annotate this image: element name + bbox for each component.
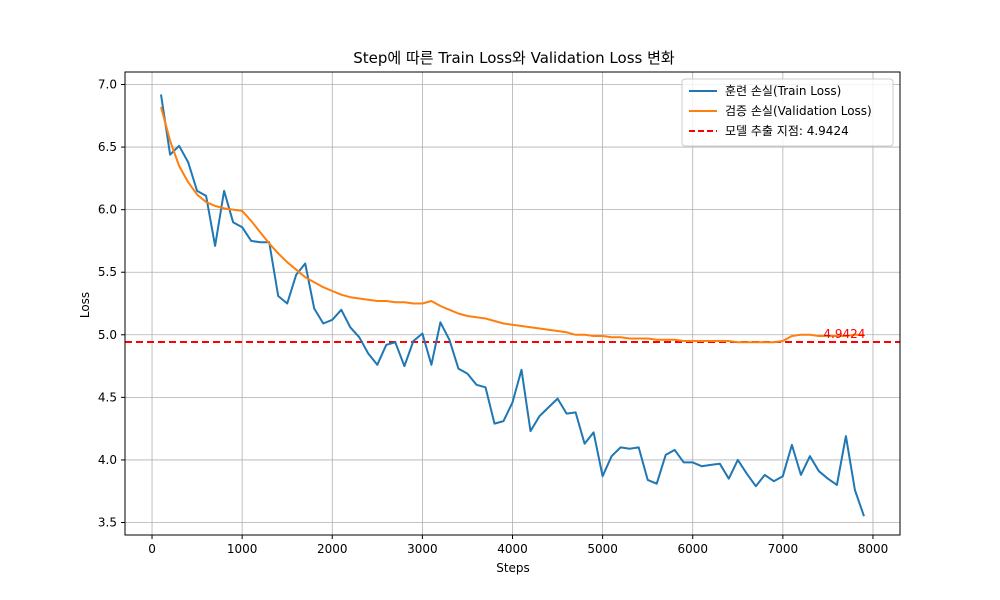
legend-hline-label: 모델 추출 지점: 4.9424 [725, 124, 849, 138]
legend-train-label: 훈련 손실(Train Loss) [725, 84, 841, 98]
x-tick-label: 1000 [227, 542, 258, 556]
series-layer: 4.9424 [125, 94, 900, 517]
y-tick-label: 7.0 [98, 78, 117, 92]
chart-title: Step에 따른 Train Loss와 Validation Loss 변화 [353, 49, 675, 67]
y-tick-label: 6.5 [98, 140, 117, 154]
y-tick-label: 4.0 [98, 453, 117, 467]
y-tick-label: 6.0 [98, 203, 117, 217]
x-tick-label: 5000 [587, 542, 618, 556]
legend: 훈련 손실(Train Loss) 검증 손실(Validation Loss)… [681, 78, 894, 147]
extraction-point-annotation: 4.9424 [823, 327, 865, 341]
x-tick-label: 0 [148, 542, 156, 556]
train-loss-line [160, 94, 865, 517]
validation-loss-line [160, 106, 864, 344]
y-tick-label: 4.5 [98, 390, 117, 404]
legend-val-label: 검증 손실(Validation Loss) [725, 104, 872, 118]
x-tick-label: 8000 [858, 542, 889, 556]
y-tick-label: 5.5 [98, 265, 117, 279]
legend-box [681, 78, 894, 147]
y-axis-title: Loss [78, 292, 92, 318]
x-tick-label: 3000 [407, 542, 438, 556]
x-tick-label: 4000 [497, 542, 528, 556]
x-tick-label: 2000 [317, 542, 348, 556]
x-tick-label: 7000 [768, 542, 799, 556]
y-tick-label: 5.0 [98, 328, 117, 342]
x-tick-label: 6000 [677, 542, 708, 556]
y-tick-label: 3.5 [98, 515, 117, 529]
ticks-layer: 0 1000 2000 3000 4000 5000 6000 7000 8000 3.5 4.0 4… [98, 78, 888, 556]
grid-layer [125, 72, 900, 535]
x-axis-title: Steps [496, 561, 530, 575]
